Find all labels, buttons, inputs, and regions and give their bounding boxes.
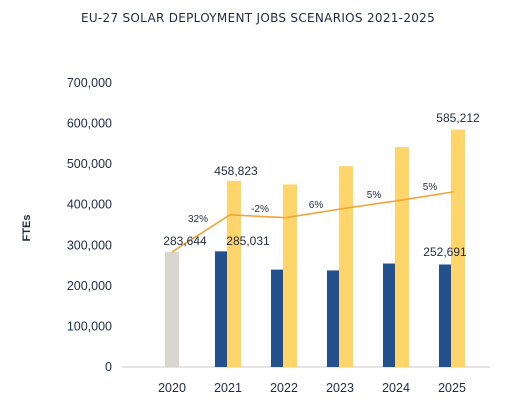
bars (165, 129, 465, 367)
bar-high-scenario (395, 147, 409, 367)
y-tick-label: 0 (105, 360, 112, 374)
data-label: 458,823 (214, 164, 258, 178)
bar-low-scenario (383, 263, 397, 367)
bar-low-scenario (215, 251, 229, 367)
x-tick-label: 2022 (270, 381, 298, 395)
y-axis-label: FTEs (21, 215, 33, 242)
trend-line (171, 190, 455, 253)
growth-label: 5% (367, 190, 382, 201)
x-tick-label: 2025 (438, 381, 466, 395)
y-tick-label: 300,000 (67, 238, 112, 252)
x-tick-label: 2020 (158, 381, 186, 395)
bar-low-scenario (439, 264, 453, 367)
y-tick-label: 500,000 (67, 157, 112, 171)
data-label: 283,644 (163, 234, 207, 248)
x-axis-ticks: 2020 2021 2022 2023 2024 2025 (158, 381, 466, 395)
data-label: 252,691 (423, 245, 467, 259)
y-tick-label: 600,000 (67, 117, 112, 131)
bar-low-scenario (327, 270, 341, 367)
bar-high-scenario (227, 180, 241, 367)
bar-high-scenario (339, 166, 353, 367)
chart-title: EU-27 SOLAR DEPLOYMENT JOBS SCENARIOS 20… (81, 11, 435, 25)
x-tick-label: 2021 (214, 381, 242, 395)
growth-label: -2% (251, 204, 269, 215)
x-tick-label: 2023 (326, 381, 354, 395)
data-label: 285,031 (226, 234, 270, 248)
bar-high-scenario (283, 184, 297, 367)
bar-baseline (165, 251, 179, 367)
bar-low-scenario (271, 269, 285, 367)
x-tick-label: 2024 (382, 381, 410, 395)
y-tick-label: 700,000 (67, 76, 112, 90)
growth-label: 5% (423, 182, 438, 193)
y-tick-label: 200,000 (67, 279, 112, 293)
trend-line-group (171, 190, 455, 253)
bar-high-scenario (451, 129, 465, 367)
y-tick-label: 100,000 (67, 319, 112, 333)
growth-label: 6% (309, 200, 324, 211)
data-labels: 283,644 285,031 458,823 585,212 252,691 32% -2… (163, 111, 480, 259)
data-label: 585,212 (436, 111, 480, 125)
growth-label: 32% (188, 214, 208, 225)
y-tick-label: 400,000 (67, 198, 112, 212)
y-axis-ticks: 0 100,000 200,000 300,000 400,000 500,000 600,… (67, 76, 112, 374)
